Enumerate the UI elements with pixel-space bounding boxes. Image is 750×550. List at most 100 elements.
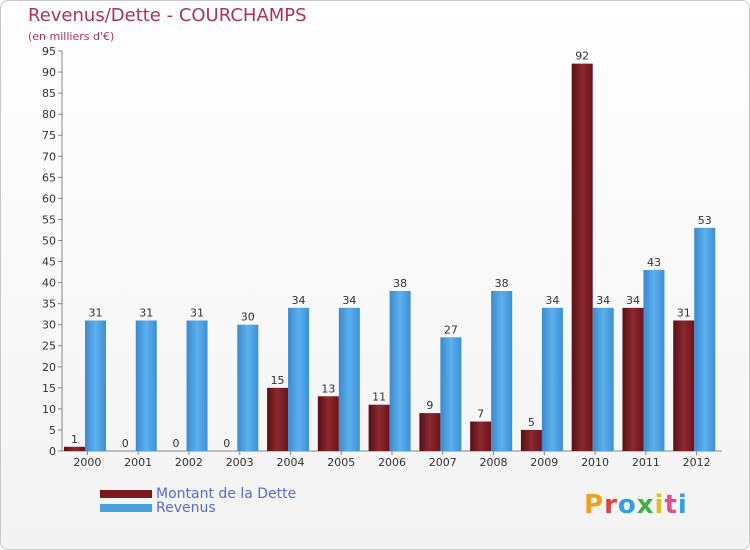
dette-value-label: 31 [677,306,691,319]
legend-label-revenus: Revenus [156,500,216,516]
x-tick-label: 2012 [683,456,711,469]
dette-value-label: 13 [321,382,335,395]
dette-value-label: 15 [271,374,285,387]
x-tick-label: 2003 [226,456,254,469]
revenus-bar [694,227,716,451]
dette-bar [368,404,390,451]
logo-letter: r [604,490,618,520]
dette-value-label: 0 [223,437,230,450]
logo-letter: P [584,490,605,520]
y-tick-label: 70 [42,150,56,163]
dette-value-label: 0 [122,437,129,450]
revenus-value-label: 38 [393,277,407,290]
dette-value-label: 1 [71,433,78,446]
y-tick-label: 55 [42,213,56,226]
y-tick-label: 90 [42,66,56,79]
x-tick-label: 2008 [480,456,508,469]
dette-value-label: 5 [528,416,535,429]
y-tick-label: 35 [42,298,56,311]
legend-label-dette: Montant de la Dette [156,486,297,502]
dette-bar [520,429,542,451]
y-tick-label: 40 [42,277,56,290]
y-tick-label: 85 [42,87,56,100]
x-tick-label: 2006 [378,456,406,469]
legend-swatch-revenus [100,504,152,512]
legend-item-revenus: Revenus [100,500,216,516]
dette-value-label: 34 [626,294,640,307]
x-tick-label: 2001 [124,456,152,469]
x-tick-label: 2000 [73,456,101,469]
x-tick-label: 2010 [581,456,609,469]
x-tick-label: 2009 [530,456,558,469]
dette-bar [64,446,85,451]
revenus-value-label: 34 [342,294,356,307]
dette-bar [622,307,644,451]
chart-subtitle: (en milliers d'€) [28,30,115,43]
logo-letter: x [636,490,655,520]
revenus-bar [491,291,513,451]
y-tick-label: 0 [49,445,56,458]
y-tick-label: 50 [42,234,56,247]
logo-letter: o [617,490,637,520]
legend-item-dette: Montant de la Dette [100,486,296,502]
dette-value-label: 9 [426,399,433,412]
y-tick-label: 80 [42,108,56,121]
x-tick-label: 2002 [175,456,203,469]
dette-bar [470,421,492,451]
y-tick-label: 75 [42,129,56,142]
revenus-bar [338,307,360,451]
x-tick-label: 2004 [276,456,304,469]
x-tick-label: 2005 [327,456,355,469]
revenus-value-label: 38 [495,277,509,290]
revenus-bar [643,269,665,451]
revenus-bar [440,337,462,451]
revenus-value-label: 31 [89,306,103,319]
chart-title: Revenus/Dette - COURCHAMPS [28,5,307,26]
revenus-value-label: 53 [698,214,712,227]
revenus-bar [389,291,411,451]
y-tick-label: 20 [42,361,56,374]
revenus-bar [541,307,563,451]
dette-value-label: 92 [575,50,589,63]
logo-letter: i [654,490,665,520]
y-tick-label: 60 [42,192,56,205]
dette-value-label: 7 [477,408,484,421]
dette-bar [673,320,695,451]
revenus-bar [186,320,208,451]
revenus-bar [237,324,259,451]
revenus-value-label: 30 [241,311,255,324]
y-tick-label: 45 [42,256,56,269]
dette-value-label: 0 [173,437,180,450]
x-tick-label: 2011 [632,456,660,469]
revenus-value-label: 27 [444,323,458,336]
dette-bar [267,387,289,451]
legend-swatch-dette [100,490,152,498]
revenus-value-label: 34 [545,294,559,307]
y-tick-label: 30 [42,319,56,332]
revenus-bar [592,307,614,451]
y-tick-label: 65 [42,171,56,184]
dette-bar [571,63,593,451]
y-tick-label: 10 [42,403,56,416]
revenus-bar [135,320,157,451]
y-tick-label: 15 [42,382,56,395]
revenus-value-label: 34 [292,294,306,307]
y-tick-label: 95 [42,45,56,58]
y-tick-label: 5 [49,424,56,437]
dette-bar [317,396,339,451]
dette-bar [419,413,441,451]
dette-value-label: 11 [372,391,386,404]
revenus-bar [288,307,310,451]
revenus-value-label: 31 [190,306,204,319]
revenus-value-label: 34 [596,294,610,307]
logo-letter: i [677,490,688,520]
revenus-bar [85,320,106,451]
logo-letter: t [664,490,678,520]
y-tick-label: 25 [42,340,56,353]
proxiti-logo: Proxiti [584,490,688,520]
revenus-value-label: 31 [139,306,153,319]
x-tick-label: 2007 [429,456,457,469]
revenus-value-label: 43 [647,256,661,269]
